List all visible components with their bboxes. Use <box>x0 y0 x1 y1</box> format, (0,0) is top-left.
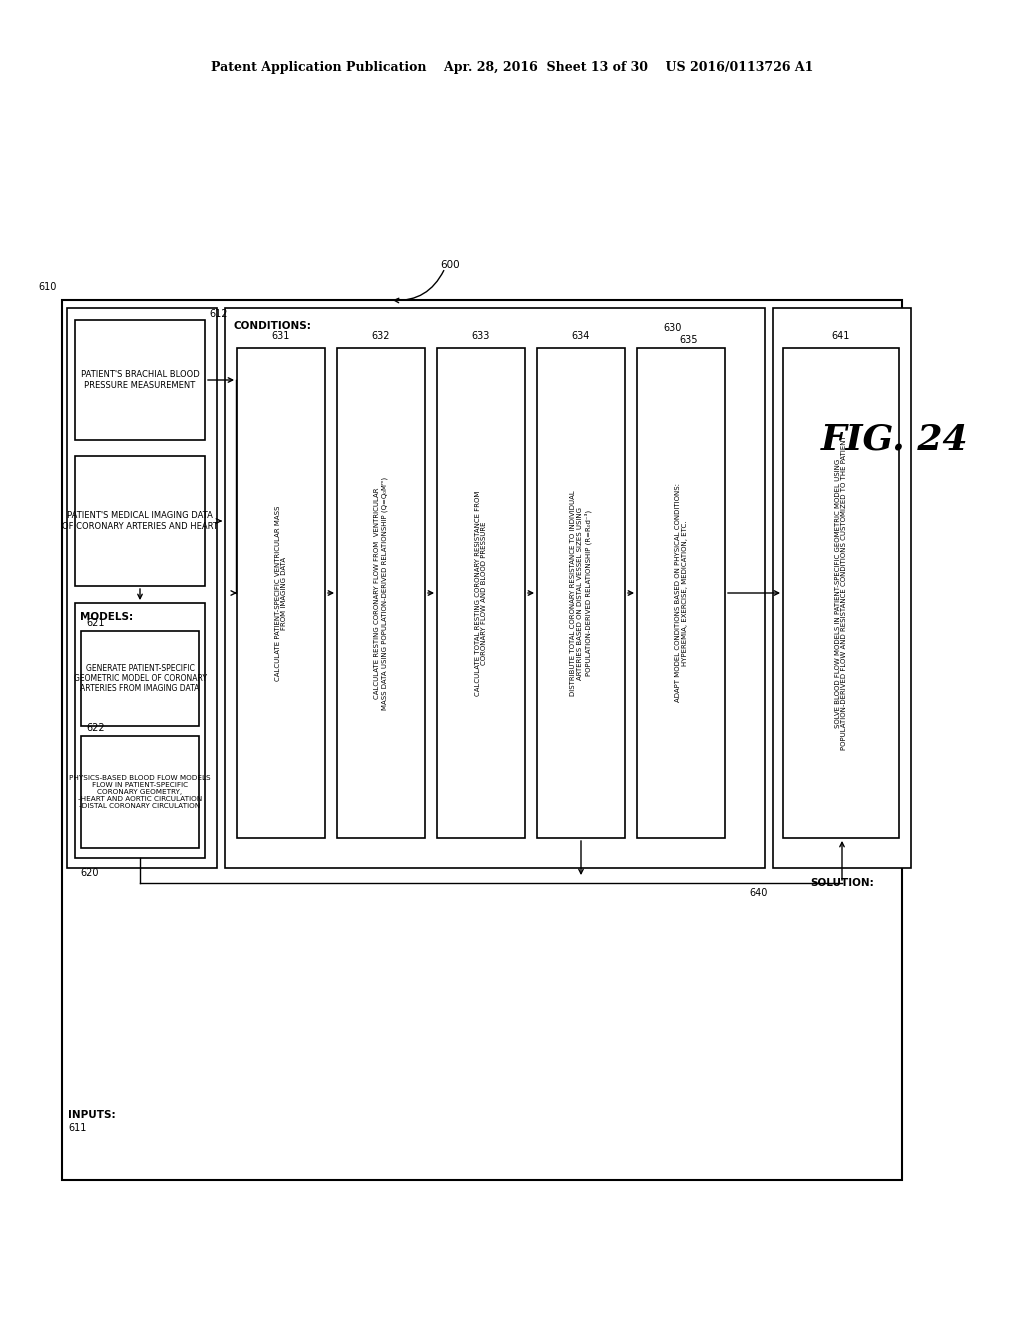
Text: 641: 641 <box>831 331 850 341</box>
Text: 635: 635 <box>680 335 698 345</box>
Text: 634: 634 <box>571 331 590 341</box>
Text: 632: 632 <box>372 331 390 341</box>
Text: 612: 612 <box>209 309 227 319</box>
Bar <box>75 603 205 858</box>
Text: INPUTS:: INPUTS: <box>68 1110 116 1119</box>
Text: PHYSICS-BASED BLOOD FLOW MODELS
FLOW IN PATIENT-SPECIFIC
CORONARY GEOMETRY,
-HEA: PHYSICS-BASED BLOOD FLOW MODELS FLOW IN … <box>70 775 211 809</box>
Bar <box>637 348 725 838</box>
Bar <box>81 631 199 726</box>
Text: 622: 622 <box>86 723 104 733</box>
Text: 621: 621 <box>86 618 104 628</box>
Bar <box>783 348 899 838</box>
Text: 631: 631 <box>271 331 290 341</box>
Text: CALCULATE TOTAL RESTING CORONARY RESISTANCE FROM
CORONARY FLOW AND BLOOD PRESSUR: CALCULATE TOTAL RESTING CORONARY RESISTA… <box>474 490 487 696</box>
Bar <box>81 737 199 847</box>
Text: 640: 640 <box>750 888 768 898</box>
Bar <box>537 348 625 838</box>
Text: MODELS:: MODELS: <box>80 612 133 622</box>
Text: SOLVE BLOOD FLOW MODELS IN PATIENT-SPECIFIC GEOMETRIC MODEL USING
POPULATION-DER: SOLVE BLOOD FLOW MODELS IN PATIENT-SPECI… <box>835 436 848 750</box>
Text: 620: 620 <box>80 869 98 878</box>
Text: 600: 600 <box>440 260 460 271</box>
Text: PATIENT'S MEDICAL IMAGING DATA
OF CORONARY ARTERIES AND HEART: PATIENT'S MEDICAL IMAGING DATA OF CORONA… <box>62 511 218 531</box>
Text: 610: 610 <box>39 282 57 292</box>
Text: CALCULATE PATIENT-SPECIFIC VENTRICULAR MASS
FROM IMAGING DATA: CALCULATE PATIENT-SPECIFIC VENTRICULAR M… <box>274 506 288 681</box>
Text: CALCULATE RESTING CORONARY FLOW FROM  VENTRICULAR
MASS DATA USING POPULATION-DER: CALCULATE RESTING CORONARY FLOW FROM VEN… <box>374 477 388 710</box>
Text: DISTRIBUTE TOTAL CORONARY RESISTANCE TO INDIVIDUAL
ARTERIES BASED ON DISTAL VESS: DISTRIBUTE TOTAL CORONARY RESISTANCE TO … <box>570 490 592 696</box>
Text: ADAPT MODEL CONDITIONS BASED ON PHYSICAL CONDITIONS:
HYPEREMIA, EXERCISE, MEDICA: ADAPT MODEL CONDITIONS BASED ON PHYSICAL… <box>675 483 687 702</box>
Text: GENERATE PATIENT-SPECIFIC
GEOMETRIC MODEL OF CORONARY
ARTERIES FROM IMAGING DATA: GENERATE PATIENT-SPECIFIC GEOMETRIC MODE… <box>74 664 207 693</box>
Bar <box>773 308 911 869</box>
Text: CONDITIONS:: CONDITIONS: <box>233 321 311 331</box>
Text: PATIENT'S BRACHIAL BLOOD
PRESSURE MEASUREMENT: PATIENT'S BRACHIAL BLOOD PRESSURE MEASUR… <box>81 371 200 389</box>
Text: FIG. 24: FIG. 24 <box>821 422 969 457</box>
Bar <box>62 300 902 1180</box>
Bar <box>225 308 765 869</box>
Bar <box>75 455 205 586</box>
Text: 630: 630 <box>664 323 682 333</box>
Bar <box>75 319 205 440</box>
Bar <box>237 348 325 838</box>
Text: SOLUTION:: SOLUTION: <box>810 878 873 888</box>
Text: 611: 611 <box>68 1123 86 1133</box>
Bar <box>337 348 425 838</box>
Bar <box>437 348 525 838</box>
Text: Patent Application Publication    Apr. 28, 2016  Sheet 13 of 30    US 2016/01137: Patent Application Publication Apr. 28, … <box>211 62 813 74</box>
Text: 633: 633 <box>472 331 490 341</box>
Bar <box>67 308 217 869</box>
